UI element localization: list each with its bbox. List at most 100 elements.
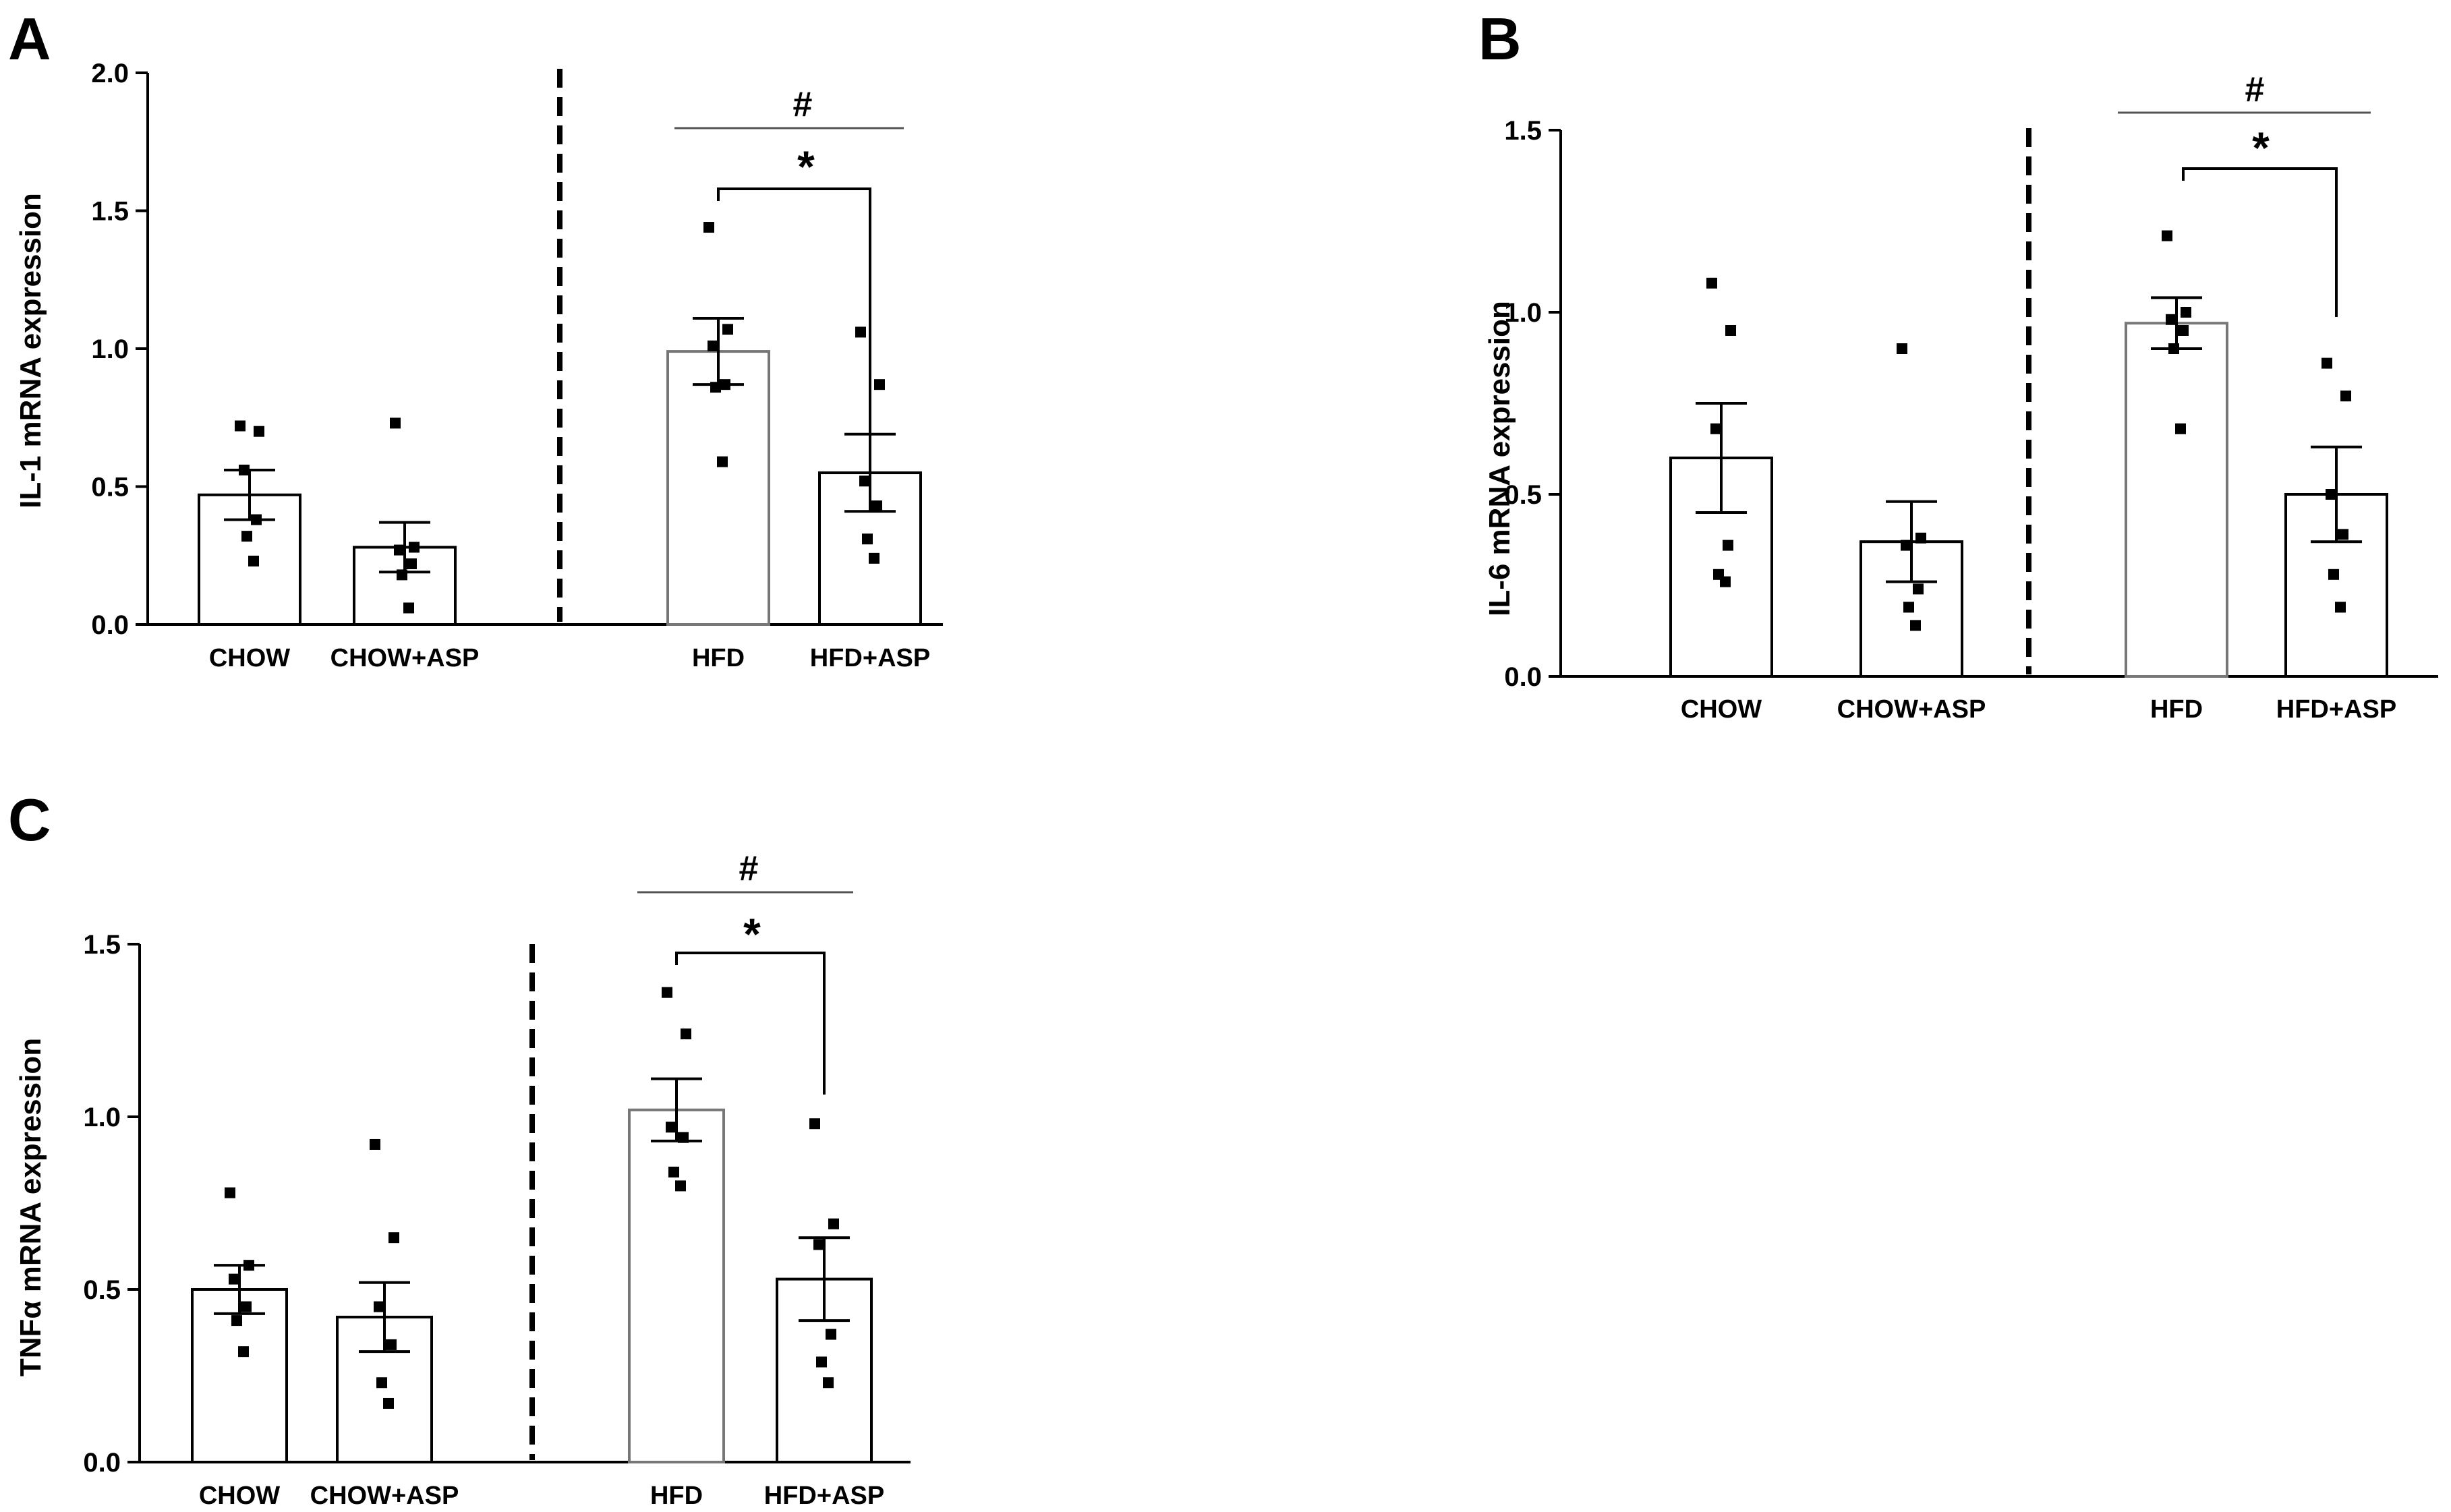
significance-hash: # [2245,70,2265,109]
panel-a: A IL-1 mRNA expression 0.0 0.5 1.0 1.5 2.0 CHOW… [8,5,943,672]
data-point [717,456,728,467]
significance-star: * [797,142,815,192]
y-axis-label: TNFα mRNA expression [14,1038,47,1376]
y-tick-label: 1.0 [1504,298,1542,328]
data-point [816,1356,827,1368]
x-category-label: HFD+ASP [2276,695,2396,724]
bar-hfd [628,1108,725,1463]
data-point [2162,230,2172,241]
data-point [828,1218,839,1229]
x-category-label: HFD [2150,695,2203,724]
significance-star: * [2252,123,2270,173]
data-point [388,1232,399,1244]
data-point [1706,277,1717,289]
data-point [859,475,870,487]
data-point [720,379,730,390]
panel-c: C TNFα mRNA expression 0.0 0.5 1.0 1.5 CHOW CHO… [8,786,911,1510]
y-tick-label: 1.5 [83,930,121,960]
data-point [2340,390,2351,402]
y-tick-label: 0.0 [91,610,129,640]
data-point [1723,540,1733,551]
data-point [225,1187,235,1198]
x-category-label: HFD+ASP [810,644,930,672]
data-point [386,1339,397,1350]
data-point [871,500,882,512]
significance-bracket [675,952,826,1095]
data-point [2338,529,2348,540]
y-axis-label: IL-1 mRNA expression [14,193,47,508]
significance-star: * [743,909,761,959]
data-point [241,531,252,542]
data-point [809,1118,820,1130]
data-point [710,382,721,393]
data-point [409,542,420,553]
x-category-label: CHOW [1681,695,1762,724]
y-tick-label: 0.5 [91,473,129,502]
data-point [681,1028,691,1040]
data-point [229,1273,239,1285]
data-point [254,426,264,437]
data-point [370,1138,380,1150]
data-point [708,340,718,351]
data-point [869,552,880,564]
data-point [238,1346,249,1358]
data-point [2178,325,2189,336]
data-point [813,1239,824,1250]
data-point [397,569,407,581]
significance-bracket [717,187,871,479]
data-point [678,1132,689,1143]
data-point [390,417,401,429]
significance-bracket [2182,167,2338,317]
data-point [243,1260,254,1271]
y-axis-label: IL-6 mRNA expression [1483,301,1516,616]
panel-b: B IL-6 mRNA expression 0.0 0.5 1.0 1.5 CHOW CHO… [1478,5,2438,724]
x-category-label: CHOW+ASP [330,644,480,672]
data-point [668,1166,679,1177]
y-tick-label: 1.5 [91,197,129,227]
data-point [2326,489,2336,500]
x-category-label: HFD+ASP [764,1482,884,1510]
data-point [2168,343,2179,354]
bar-hfd [2125,322,2228,678]
data-point [1725,325,1736,336]
data-point [2175,423,2186,434]
data-point [403,602,414,614]
y-tick-label: 0.0 [1504,662,1542,692]
y-tick-label: 2.0 [91,59,129,88]
significance-hash: # [739,849,759,888]
panel-letter: B [1478,5,1522,72]
data-point [855,326,866,338]
data-point [823,1377,834,1389]
x-category-label: CHOW [209,644,290,672]
data-point [1915,532,1926,544]
data-point [374,1301,384,1312]
data-point [722,324,733,335]
data-point [235,420,246,432]
data-point [2322,357,2332,369]
y-tick-label: 0.5 [83,1275,121,1305]
data-point [1910,620,1921,631]
data-point [666,1122,676,1133]
x-category-label: CHOW+ASP [1837,695,1986,724]
y-tick-label: 1.5 [1504,116,1542,146]
y-tick-label: 0.5 [1504,480,1542,510]
data-point [394,544,405,556]
panel-letter: A [8,5,51,72]
data-point [1901,540,1911,551]
data-point [2166,314,2176,325]
data-point [406,558,417,570]
data-point [662,987,672,998]
data-point [2181,307,2191,318]
data-point [874,379,885,390]
data-point [251,514,262,525]
x-category-label: CHOW+ASP [310,1482,459,1510]
data-point [239,464,250,475]
x-category-label: CHOW [199,1482,280,1510]
y-tick-label: 1.0 [83,1103,121,1132]
data-point [2335,602,2346,613]
data-point [862,533,873,545]
panel-letter: C [8,786,51,853]
data-point [675,1180,686,1192]
data-point [703,222,714,233]
